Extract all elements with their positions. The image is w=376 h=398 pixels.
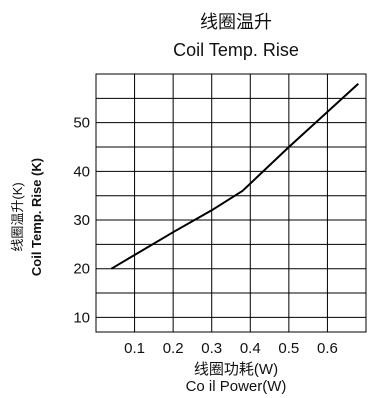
series-line bbox=[110, 82, 359, 270]
x-tick-label: 0.6 bbox=[317, 340, 338, 357]
grid-lines bbox=[96, 74, 366, 332]
x-axis-label-en: Co il Power(W) bbox=[186, 378, 287, 395]
y-tick-labels: 10 20 30 40 50 bbox=[73, 115, 90, 327]
y-tick-label: 30 bbox=[73, 212, 90, 229]
series-layer bbox=[110, 82, 359, 270]
y-axis-label-en: Coil Temp. Rise (K) bbox=[29, 158, 44, 276]
x-tick-label: 0.2 bbox=[163, 340, 184, 357]
x-axis-label: 线圈功耗(W) bbox=[194, 361, 278, 378]
chart-subtitle: Coil Temp. Rise bbox=[173, 40, 299, 60]
x-tick-label: 0.3 bbox=[201, 340, 222, 357]
plot-frame bbox=[95, 73, 367, 333]
x-tick-labels: 0.1 0.2 0.3 0.4 0.5 0.6 bbox=[124, 340, 338, 357]
y-axis-label: 线圈温升(K) bbox=[10, 182, 25, 251]
y-tick-label: 10 bbox=[73, 309, 90, 326]
y-tick-label: 40 bbox=[73, 163, 90, 180]
y-tick-label: 50 bbox=[73, 115, 90, 132]
y-tick-label: 20 bbox=[73, 261, 90, 278]
chart-title: 线圈温升 bbox=[200, 12, 272, 32]
x-tick-label: 0.5 bbox=[278, 340, 299, 357]
x-tick-label: 0.1 bbox=[124, 340, 145, 357]
x-tick-label: 0.4 bbox=[240, 340, 261, 357]
